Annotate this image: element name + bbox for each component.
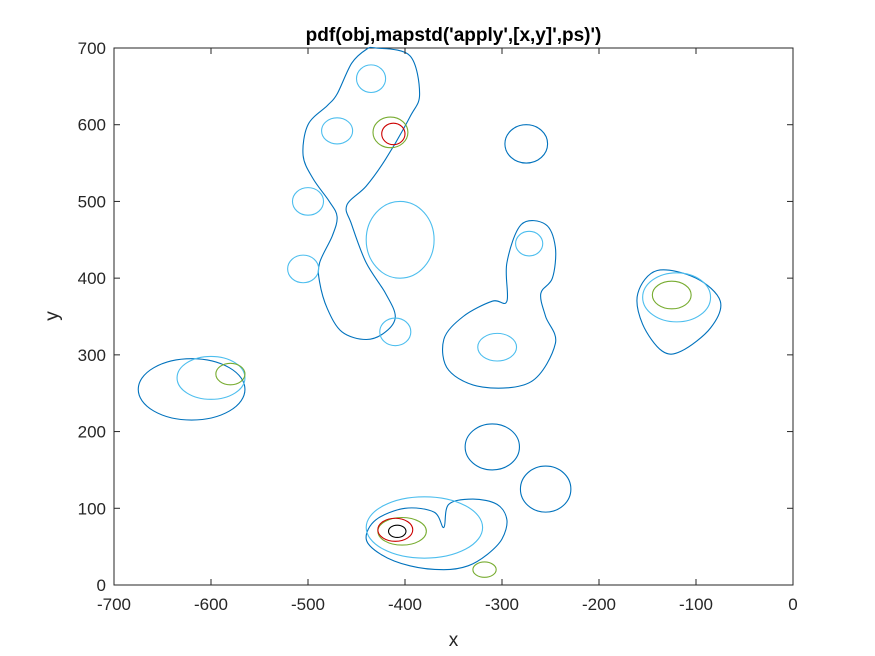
y-tick-label: 100 [78,499,106,518]
contour-level-2-11 [365,496,484,559]
contour-level-5-1 [387,524,407,538]
y-tick-label: 600 [78,116,106,135]
y-tick-label: 500 [78,192,106,211]
y-tick-label: 700 [78,39,106,58]
contour-level-1-2 [137,358,246,421]
contour-level-3-5 [472,561,497,578]
x-tick-label: -400 [388,595,422,614]
contour-level-2-1 [355,64,387,94]
contour-level-3-3 [215,362,246,386]
x-axis-label: x [449,630,459,651]
x-tick-label: 0 [788,595,797,614]
contour-level-1-1 [302,46,421,341]
contour-level-2-7 [477,332,518,362]
x-tick-label: -600 [194,595,228,614]
contour-level-1-3 [365,498,508,571]
y-tick-label: 200 [78,423,106,442]
x-ticks: -700 -600 -500 -400 -300 -200 -100 0 [97,48,798,614]
contour-level-2-5 [379,317,412,347]
contour-level-2-9 [176,355,246,400]
contour-level-2-10 [642,272,712,323]
contour-level-1-4 [464,423,521,471]
contour-level-2-8 [515,230,544,257]
contour-lines [137,46,722,578]
y-axis-label: y [42,311,63,321]
contour-level-4-1 [381,122,406,146]
plot-area [113,47,794,586]
x-tick-label: -100 [679,595,713,614]
y-tick-label: 400 [78,269,106,288]
chart-title: pdf(obj,mapstd('apply',[x,y]',ps)') [306,25,602,46]
x-tick-label: -700 [97,595,131,614]
contour-level-2-4 [287,254,320,284]
x-tick-label: -500 [291,595,325,614]
y-tick-label: 0 [97,576,106,595]
contour-level-2-6 [365,200,435,279]
contour-level-4-2 [377,517,414,542]
contour-level-3-4 [651,280,692,310]
y-tick-label: 300 [78,346,106,365]
contour-level-1-7 [442,220,557,389]
contour-level-1-5 [519,465,572,513]
x-tick-label: -200 [582,595,616,614]
y-ticks: 0 100 200 300 400 500 600 700 [78,39,793,595]
contour-level-2-2 [321,117,354,145]
contour-level-2-3 [291,187,325,216]
contour-level-1-6 [504,124,549,164]
contour-level-3-1 [372,116,409,149]
x-tick-label: -300 [485,595,519,614]
